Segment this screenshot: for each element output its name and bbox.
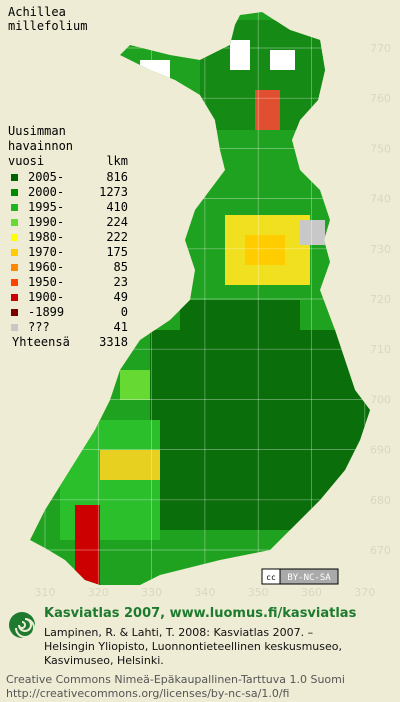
legend-swatch [11, 219, 18, 226]
legend-count: 222 [106, 230, 128, 244]
y-axis-label: 770 [370, 42, 391, 55]
legend-count: 224 [106, 215, 128, 229]
species-name: millefolium [8, 19, 87, 33]
legend-label: 1960- [28, 260, 64, 274]
brand: Kasviatlas 2007, www.luomus.fi/kasviatla… [44, 606, 357, 621]
legend-total: 3318 [99, 335, 128, 349]
legend-swatch [11, 309, 18, 316]
y-axis-label: 700 [370, 393, 391, 406]
y-axis-label: 720 [370, 293, 391, 306]
legend-count: 49 [114, 290, 128, 304]
legend-heading: havainnon [8, 139, 73, 153]
legend-count: 175 [106, 245, 128, 259]
legend-count: 1273 [99, 185, 128, 199]
citation: Helsingin Yliopisto, Luonnontieteellinen… [44, 640, 342, 653]
x-axis-label: 320 [88, 586, 109, 599]
license-badge: cc BY-NC-SA [261, 568, 339, 585]
y-axis-label: 670 [370, 544, 391, 557]
logo [9, 612, 35, 638]
legend-count: 410 [106, 200, 128, 214]
legend-label: 1980- [28, 230, 64, 244]
legend-count-heading: lkm [106, 154, 128, 168]
legend-label: 1995- [28, 200, 64, 214]
svg-text:cc: cc [266, 573, 276, 582]
x-axis-label: 310 [35, 586, 56, 599]
x-axis-label: 330 [141, 586, 162, 599]
y-axis-label: 740 [370, 193, 391, 206]
legend-count: 41 [114, 320, 128, 334]
legend-swatch [11, 249, 18, 256]
legend-total-label: Yhteensä [12, 335, 70, 349]
legend-swatch [11, 294, 18, 301]
y-axis-label: 690 [370, 444, 391, 457]
license: Creative Commons Nimeä-Epäkaupallinen-Ta… [6, 673, 345, 686]
legend-count: 85 [114, 260, 128, 274]
legend-count: 0 [121, 305, 128, 319]
legend-heading: Uusimman [8, 124, 66, 138]
legend-swatch [11, 324, 18, 331]
x-axis-label: 370 [354, 586, 375, 599]
legend-label: 1990- [28, 215, 64, 229]
legend-swatch [11, 204, 18, 211]
y-axis-label: 730 [370, 243, 391, 256]
y-axis-label: 680 [370, 494, 391, 507]
legend-count: 23 [114, 275, 128, 289]
legend-label: -1899 [28, 305, 64, 319]
y-axis-label: 710 [370, 343, 391, 356]
legend-swatch [11, 279, 18, 286]
legend-label: 1970- [28, 245, 64, 259]
y-axis-label: 750 [370, 142, 391, 155]
x-axis-label: 360 [301, 586, 322, 599]
legend-heading: vuosi [8, 154, 44, 168]
legend-label: 1950- [28, 275, 64, 289]
citation: Lampinen, R. & Lahti, T. 2008: Kasviatla… [44, 626, 313, 639]
legend-swatch [11, 189, 18, 196]
x-axis-label: 340 [194, 586, 215, 599]
y-axis-label: 760 [370, 92, 391, 105]
legend-swatch [11, 174, 18, 181]
legend-label: ??? [28, 320, 50, 334]
legend-label: 2005- [28, 170, 64, 184]
species-name: Achillea [8, 5, 66, 19]
legend-count: 816 [106, 170, 128, 184]
license: http://creativecommons.org/licenses/by-n… [6, 687, 289, 700]
citation: Kasvimuseo, Helsinki. [44, 654, 164, 667]
legend-swatch [11, 264, 18, 271]
legend-swatch [11, 234, 18, 241]
legend-label: 1900- [28, 290, 64, 304]
legend-label: 2000- [28, 185, 64, 199]
license-badge-text: BY-NC-SA [287, 573, 331, 583]
x-axis-label: 350 [248, 586, 269, 599]
